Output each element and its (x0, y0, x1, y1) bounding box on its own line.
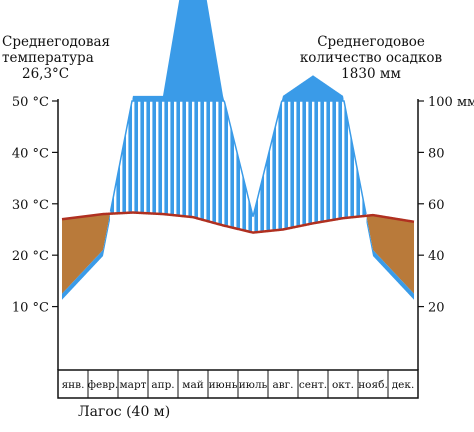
month-label: янв. (62, 379, 85, 391)
month-label: май (182, 379, 203, 391)
right-title-line-1: Среднегодовое (317, 34, 425, 50)
right-tick-label: 100 мм (428, 95, 474, 110)
month-label: апр. (151, 379, 174, 391)
right-title-value: 1830 мм (341, 66, 401, 82)
right-tick-label: 40 (428, 249, 445, 264)
axes: 50 °С 40 °С 30 °С 20 °С 10 °С 100 мм 80 60 40 20 (12, 95, 474, 370)
left-tick-label: 20 °С (12, 249, 49, 264)
month-label: июнь (209, 379, 238, 391)
month-label: авг. (272, 379, 293, 391)
station-caption: Лагос (40 м) (78, 404, 171, 420)
precip-excess-region (132, 0, 224, 101)
humid-period-area (109, 100, 367, 233)
right-tick-label: 60 (428, 198, 445, 213)
precip-curve (109, 100, 367, 217)
dry-region (366, 215, 414, 294)
month-label: нояб. (358, 379, 388, 391)
month-label: февр. (88, 379, 118, 391)
month-label: дек. (392, 379, 415, 391)
left-tick-label: 40 °С (12, 146, 49, 161)
left-tick-label: 50 °С (12, 95, 49, 110)
left-tick-label: 10 °С (12, 301, 49, 316)
precipitation-excess-area (132, 0, 344, 101)
month-label: март (120, 379, 147, 391)
temperature-curve (61, 211, 415, 234)
right-tick-label: 80 (428, 146, 445, 161)
dry-precip-band (366, 216, 414, 300)
humid-region (110, 101, 366, 233)
dry-period-area (62, 213, 414, 300)
left-title-value: 26,3°С (22, 66, 70, 82)
dry-precip-band (62, 214, 110, 300)
month-label: окт. (332, 379, 354, 391)
right-title-line-2: количество осадков (299, 50, 443, 66)
month-label: сент. (299, 379, 327, 391)
left-title-line-1: Среднегодовая (2, 34, 111, 50)
dry-region (62, 213, 110, 294)
month-label: июль (239, 379, 268, 391)
left-title-line-2: температура (2, 50, 94, 66)
precip-excess-region (282, 75, 344, 101)
annual-precipitation-caption: Среднегодовое количество осадков 1830 мм (296, 34, 446, 82)
temperature-line (61, 211, 415, 234)
annual-temperature-caption: Среднегодовая температура 26,3°С (2, 34, 122, 82)
month-axis: янв. февр. март апр. май июнь июль авг. сент. окт… (57, 369, 419, 399)
right-tick-label: 20 (428, 301, 445, 316)
left-tick-label: 30 °С (12, 198, 49, 213)
